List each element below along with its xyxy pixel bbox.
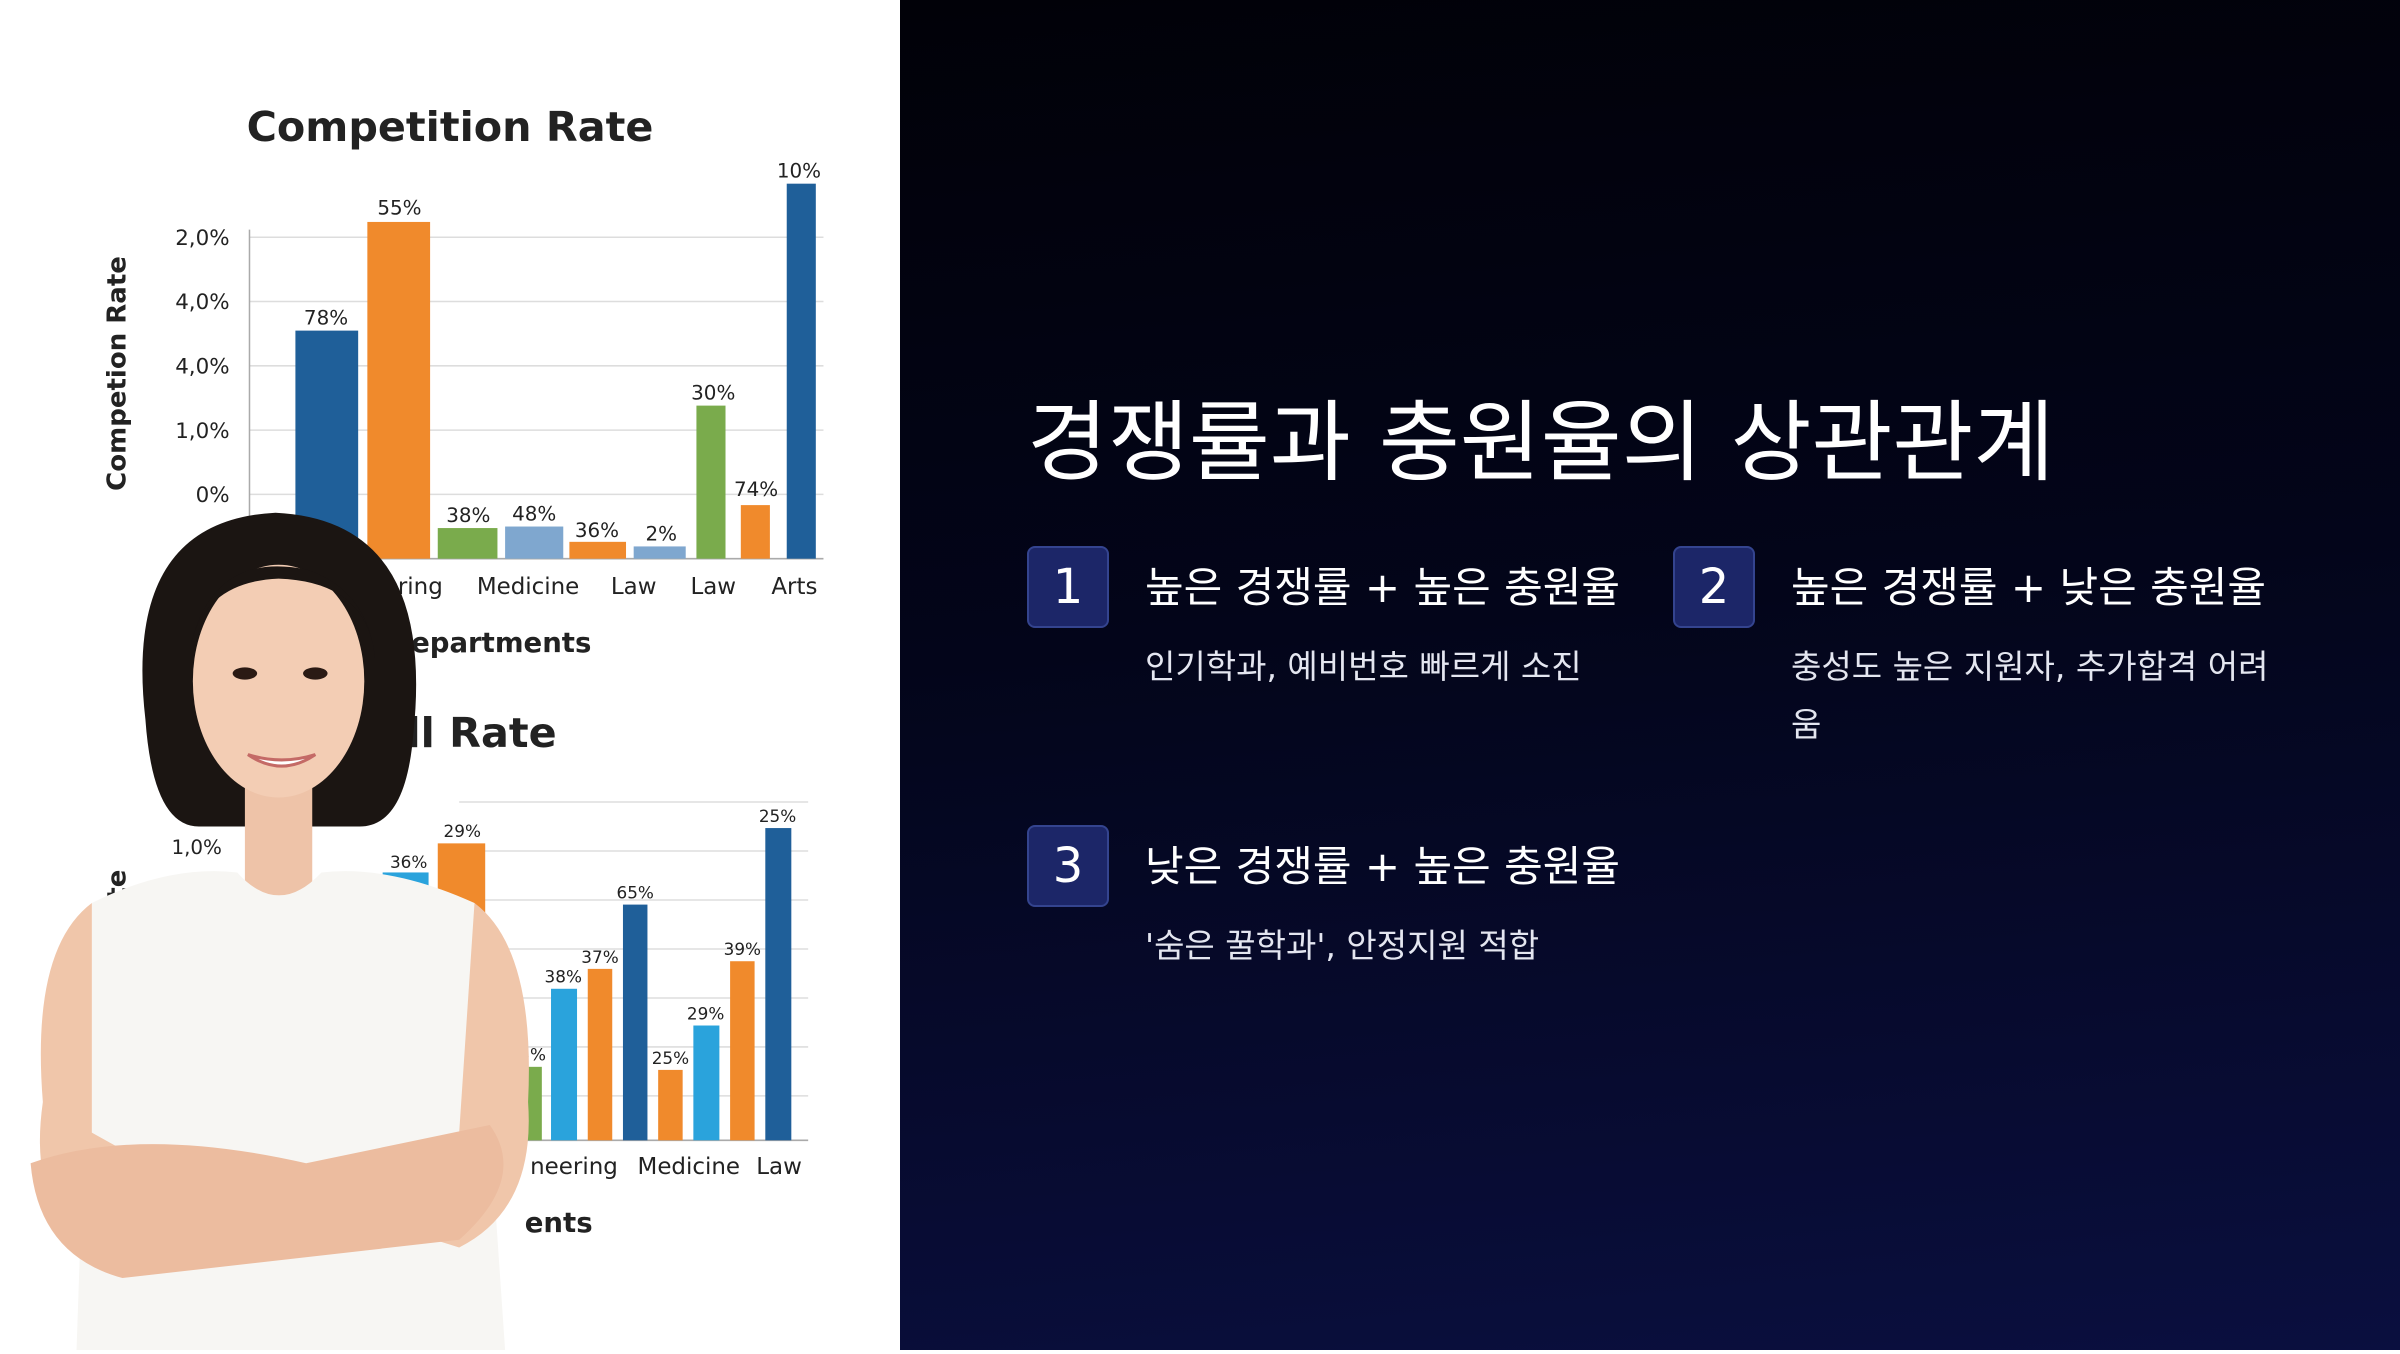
bar-label: 36% — [575, 519, 619, 542]
x-axis-label: ents — [525, 1207, 593, 1239]
y-tick-label: 4,0% — [175, 290, 229, 315]
x-tick-label: Arts — [771, 574, 817, 600]
chart-title: Competition Rate — [247, 103, 654, 151]
bar-label: 2% — [645, 522, 677, 545]
y-tick-label: 1,0% — [171, 836, 222, 859]
item-number: 1 — [1027, 546, 1109, 628]
x-axis-label: Departments — [388, 627, 591, 659]
bar-label: 65% — [617, 882, 654, 902]
bar-label: 74% — [734, 478, 778, 501]
y-tick-label: 2,0% — [175, 226, 229, 251]
item-text: 충성도 높은 지원자, 추가합격 어려움 — [1791, 647, 2269, 744]
y-axis-label: Competion Rate — [103, 256, 133, 491]
bar-label: 30% — [691, 381, 735, 404]
x-tick-label: Law — [611, 574, 657, 600]
x-tick-label: Law — [690, 574, 736, 600]
bar-label: 39% — [724, 939, 761, 959]
item-heading: 높은 경쟁률 + 높은 충원율 — [1145, 563, 1620, 612]
y-tick-label: 1,0% — [175, 419, 229, 444]
item-heading: 높은 경쟁률 + 낮은 충원율 — [1791, 563, 2266, 612]
bar-label: 37% — [581, 947, 618, 967]
content-panel: 경쟁률과 충원율의 상관관계 1 높은 경쟁률 + 높은 충원율 인기학과, 예… — [900, 0, 2400, 1350]
illustration: Competition Rate Competion Rate 2,0% 4,0… — [0, 0, 900, 1350]
chart-photo: Competition Rate Competion Rate 2,0% 4,0… — [30, 103, 824, 1350]
item-number: 3 — [1027, 825, 1109, 907]
chart-title: ill Rate — [392, 709, 556, 757]
bar-label: 25% — [652, 1048, 689, 1068]
bar-label: 29% — [687, 1003, 724, 1023]
item-text: 인기학과, 예비번호 빠르게 소진 — [1145, 647, 1582, 686]
bar-label: 29% — [444, 821, 481, 841]
x-tick-label: Law — [756, 1154, 802, 1180]
item-number: 2 — [1673, 546, 1755, 628]
slide-title: 경쟁률과 충원율의 상관관계 — [1027, 391, 2055, 494]
x-tick-label: Medicine — [477, 574, 579, 600]
x-tick-label: neering — [530, 1154, 618, 1180]
item-heading: 낮은 경쟁률 + 높은 충원율 — [1145, 842, 1620, 891]
x-tick-label: Medicine — [638, 1154, 740, 1180]
bar-label: 38% — [545, 967, 582, 987]
bar-label: 38% — [446, 504, 490, 527]
bar-label: 10% — [777, 160, 821, 183]
y-tick-label: 4,0% — [175, 354, 229, 379]
bar-label: 78% — [304, 306, 348, 329]
bar-label: 25% — [759, 806, 796, 826]
bar-label: 36% — [390, 852, 427, 872]
bar-label: 48% — [512, 502, 556, 525]
y-tick-label: 0% — [196, 483, 230, 508]
bar-label: 55% — [377, 196, 421, 219]
item-text: '숨은 꿀학과', 안정지원 적합 — [1145, 926, 1540, 965]
person — [30, 512, 529, 1350]
